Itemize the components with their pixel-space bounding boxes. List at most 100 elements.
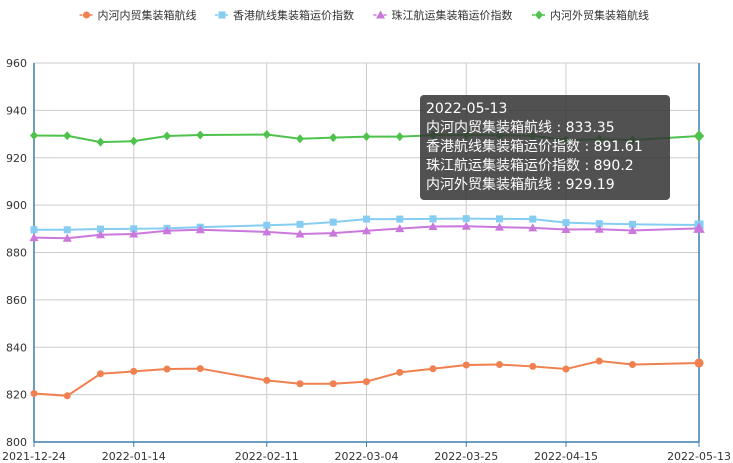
data-point [30, 389, 38, 397]
data-point [30, 130, 38, 140]
data-point [461, 221, 471, 230]
data-point [262, 130, 271, 140]
data-point [263, 376, 271, 384]
data-point [130, 225, 138, 233]
data-point [195, 225, 205, 234]
legend-label: 珠江航运集装箱运价指数 [392, 8, 513, 22]
data-point [429, 365, 437, 373]
data-point [561, 225, 571, 234]
data-point [96, 137, 105, 147]
data-point [129, 229, 139, 238]
data-point [462, 215, 470, 223]
tooltip-line-3: 珠江航运集装箱运价指数 : 890.2 [426, 158, 634, 174]
data-point [595, 220, 603, 228]
data-point [196, 130, 205, 140]
data-point [694, 358, 704, 368]
data-point [362, 226, 371, 235]
data-point [163, 365, 171, 373]
series-3 [29, 221, 705, 242]
legend-label: 香港航线集装箱运价指数 [233, 8, 354, 22]
x-tick-label: 2022-01-14 [102, 450, 166, 463]
data-point [29, 233, 39, 242]
x-tick-label: 2022-02-11 [235, 450, 299, 463]
data-point [329, 218, 337, 226]
data-point [429, 215, 437, 223]
x-tick-label: 2022-04-15 [534, 450, 598, 463]
data-point [629, 220, 636, 228]
data-point [129, 136, 138, 146]
data-point [562, 219, 570, 227]
data-point [495, 222, 504, 231]
legend-swatch-marker [83, 11, 90, 19]
data-point [263, 221, 271, 229]
y-tick-label: 940 [6, 104, 27, 117]
legend-swatch-marker [218, 11, 226, 19]
data-point [30, 226, 38, 234]
legend-swatch-marker [535, 10, 543, 20]
series-1 [30, 357, 704, 400]
tooltip-line-4: 内河外贸集装箱航线 : 929.19 [426, 177, 615, 193]
data-point [396, 215, 404, 223]
data-point [329, 133, 338, 143]
tooltip-date: 2022-05-13 [426, 101, 508, 117]
x-tick-label: 2022-03-04 [335, 450, 399, 463]
data-point [529, 362, 537, 370]
x-tick-label: 2022-05-13 [667, 450, 731, 463]
data-point [528, 223, 538, 232]
data-point [262, 227, 272, 236]
data-point [693, 222, 705, 233]
data-point [496, 361, 503, 369]
data-point [97, 370, 104, 378]
data-point [163, 131, 171, 141]
data-point [462, 361, 470, 369]
data-point [63, 392, 71, 400]
data-point [130, 367, 138, 375]
data-point [363, 215, 370, 223]
data-point [162, 226, 172, 235]
y-tick-label: 860 [6, 294, 27, 307]
data-point [328, 228, 338, 237]
data-point [562, 365, 570, 373]
data-point [529, 215, 537, 223]
data-point [96, 230, 105, 239]
x-tick-label: 2021-12-24 [2, 450, 66, 463]
y-tick-label: 920 [6, 152, 27, 165]
legend-item-2: 香港航线集装箱运价指数 [215, 8, 354, 22]
y-tick-label: 820 [6, 389, 27, 402]
y-tick-label: 900 [6, 199, 27, 212]
tooltip-line-2: 香港航线集装箱运价指数 : 891.61 [426, 139, 643, 155]
legend-swatch-marker [376, 10, 385, 19]
y-tick-label: 880 [6, 247, 27, 260]
data-point [628, 225, 637, 234]
x-tick-label: 2022-03-25 [434, 450, 498, 463]
y-tick-label: 840 [6, 341, 27, 354]
legend-item-1: 内河内贸集装箱航线 [79, 8, 197, 22]
data-point [594, 224, 604, 233]
data-point [428, 221, 438, 230]
data-point [395, 132, 404, 142]
legend: 内河内贸集装箱航线 香港航线集装箱运价指数 珠江航运集装箱运价指数 内河外贸集装箱航线 [79, 8, 649, 22]
data-point [595, 357, 603, 365]
data-point [363, 378, 370, 386]
legend-label: 内河外贸集装箱航线 [550, 8, 649, 22]
legend-item-3: 珠江航运集装箱运价指数 [373, 8, 513, 22]
y-tick-label: 800 [6, 436, 27, 449]
data-point [63, 226, 71, 234]
data-point [295, 229, 305, 238]
legend-item-4: 内河外贸集装箱航线 [532, 8, 649, 22]
legend-label: 内河内贸集装箱航线 [98, 8, 197, 22]
chart-tooltip: 2022-05-13 内河内贸集装箱航线 : 833.35 香港航线集装箱运价指… [420, 95, 670, 200]
y-tick-label: 960 [6, 57, 27, 70]
data-point [629, 361, 636, 369]
data-point [196, 365, 204, 373]
data-point [296, 380, 304, 388]
tooltip-line-1: 内河内贸集装箱航线 : 833.35 [426, 120, 615, 136]
data-point [693, 130, 705, 142]
data-point [362, 132, 371, 142]
data-point [496, 215, 503, 223]
data-point [296, 220, 304, 228]
data-point [396, 368, 404, 376]
data-point [395, 224, 405, 233]
